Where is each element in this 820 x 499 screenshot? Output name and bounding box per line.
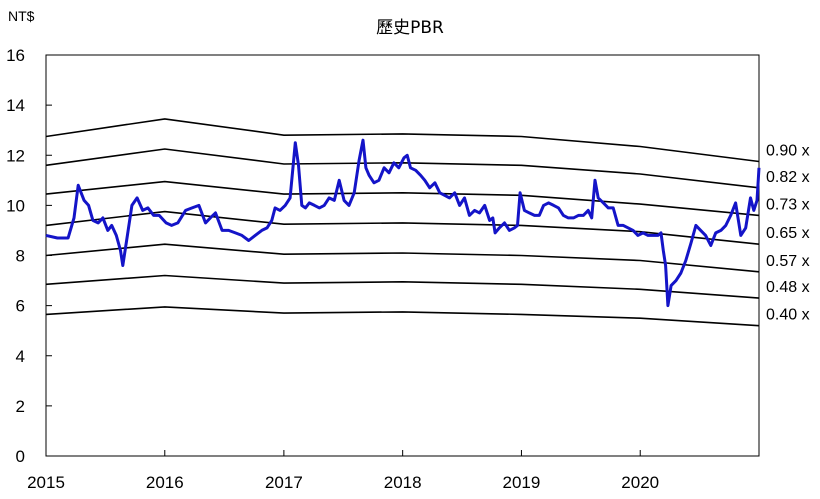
pbr-band-lines xyxy=(45,118,760,327)
chart-title: 歷史PBR xyxy=(376,18,444,38)
y-tick-label: 14 xyxy=(6,96,25,115)
price-line xyxy=(45,138,761,308)
x-tick-label: 2017 xyxy=(265,473,303,492)
pbr-band-label: 0.57 x xyxy=(766,253,810,270)
y-tick-label: 12 xyxy=(6,146,25,165)
pbr-band-label: 0.48 x xyxy=(766,279,810,296)
pbr-band-line xyxy=(45,274,760,299)
x-tick-label: 2016 xyxy=(146,473,184,492)
price-line-group xyxy=(45,138,761,308)
pbr-band-label: 0.40 x xyxy=(766,307,810,324)
y-axis: 0 2 4 6 8 10 12 14 16 xyxy=(6,46,52,466)
y-tick-label: 16 xyxy=(6,46,25,65)
y-tick-label: 6 xyxy=(16,297,25,316)
x-tick-label: 2015 xyxy=(27,473,65,492)
pbr-band-line xyxy=(45,243,760,273)
pbr-band-line xyxy=(45,180,760,217)
x-tick-label: 2018 xyxy=(384,473,422,492)
pbr-band-line xyxy=(45,148,760,189)
y-unit-label: NT$ xyxy=(8,8,35,24)
pbr-band-label: 0.65 x xyxy=(766,225,810,242)
y-tick-label: 0 xyxy=(16,447,25,466)
pbr-band-line xyxy=(45,306,760,327)
pbr-band-line xyxy=(45,118,760,163)
plot-frame xyxy=(45,54,760,457)
pbr-band-labels: 0.90 x 0.82 x 0.73 x 0.65 x 0.57 x 0.48 x 0.40… xyxy=(766,143,810,324)
pbr-band-line xyxy=(45,210,760,245)
pbr-band-label: 0.73 x xyxy=(766,196,810,213)
x-tick-label: 2020 xyxy=(621,473,659,492)
pbr-band-label: 0.90 x xyxy=(766,143,810,160)
y-tick-label: 8 xyxy=(16,247,25,266)
x-tick-label: 2019 xyxy=(503,473,541,492)
y-tick-label: 10 xyxy=(6,196,25,215)
pbr-band-label: 0.82 x xyxy=(766,169,810,186)
x-axis: 2015 2016 2017 2018 2019 2020 xyxy=(27,450,659,492)
y-tick-label: 2 xyxy=(16,397,25,416)
y-tick-label: 4 xyxy=(16,347,25,366)
